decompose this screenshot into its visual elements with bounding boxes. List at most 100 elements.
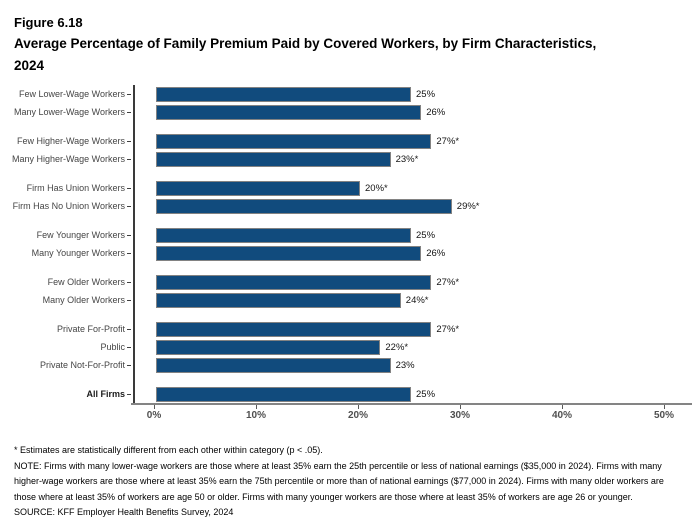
chart-row: Public 22%* — [0, 338, 698, 356]
category-label: Public — [100, 342, 125, 352]
bar-group: Few Lower-Wage Workers 25% Many Lower-Wage… — [0, 85, 698, 121]
bar-region: 22%* — [156, 339, 698, 355]
x-axis-tick — [460, 405, 461, 409]
category-label: Many Lower-Wage Workers — [13, 107, 125, 117]
x-axis-tick — [358, 405, 359, 409]
category-label: Firm Has No Union Workers — [12, 201, 125, 211]
value-label: 24%* — [405, 294, 429, 306]
bar-region: 24%* — [156, 292, 698, 308]
value-label: 27%* — [436, 323, 460, 335]
bar-group: Private For-Profit 27%* Public 22%* Private … — [0, 320, 698, 374]
x-axis-tick-label: 50% — [653, 410, 674, 421]
bar-region: 25% — [156, 227, 698, 243]
bar-region: 25% — [156, 86, 698, 102]
bar — [156, 357, 391, 373]
category-label: Many Younger Workers — [31, 248, 125, 258]
category-tick — [127, 364, 131, 366]
x-axis-line — [131, 403, 692, 405]
category-tick — [127, 187, 131, 189]
bar-group: Few Younger Workers 25% Many Younger Worke… — [0, 226, 698, 262]
bar-group: All Firms 25% — [0, 385, 698, 403]
bar-region: 27%* — [156, 274, 698, 290]
bar-region: 26% — [156, 245, 698, 261]
x-axis-tick-label: 30% — [449, 410, 470, 421]
category-tick — [127, 328, 131, 330]
bar-group: Few Older Workers 27%* Many Older Workers 2… — [0, 273, 698, 309]
note-text: NOTE: Firms with many lower-wage workers… — [14, 460, 664, 502]
value-label: 23%* — [395, 153, 419, 165]
value-label: 25% — [416, 88, 436, 100]
chart-row: Many Higher-Wage Workers 23%* — [0, 150, 698, 168]
bar-groups: Few Lower-Wage Workers 25% Many Lower-Wage… — [0, 85, 698, 403]
category-tick — [127, 346, 131, 348]
value-label: 25% — [416, 229, 436, 241]
x-axis-tick-label: 0% — [146, 410, 162, 421]
plot-area: Few Lower-Wage Workers 25% Many Lower-Wage… — [0, 85, 698, 425]
category-label: Private Not-For-Profit — [39, 360, 125, 370]
category-label: Firm Has Union Workers — [26, 183, 125, 193]
category-tick — [127, 234, 131, 236]
bar-region: 26% — [156, 104, 698, 120]
category-tick — [127, 252, 131, 254]
category-label: Private For-Profit — [56, 324, 125, 334]
category-label: Few Younger Workers — [36, 230, 125, 240]
category-label: Many Older Workers — [42, 295, 125, 305]
bar — [156, 180, 360, 196]
bar-region: 27%* — [156, 321, 698, 337]
bar-region: 23%* — [156, 151, 698, 167]
asterisk-note: * Estimates are statistically different … — [14, 445, 323, 455]
bar — [156, 227, 411, 243]
source-text: SOURCE: KFF Employer Health Benefits Sur… — [14, 507, 234, 517]
x-axis-tick — [664, 405, 665, 409]
bar — [156, 104, 422, 120]
chart-row: Firm Has Union Workers 20%* — [0, 179, 698, 197]
bar — [156, 151, 391, 167]
chart-row: Few Lower-Wage Workers 25% — [0, 85, 698, 103]
value-label: 29%* — [456, 200, 480, 212]
bar — [156, 198, 452, 214]
category-tick — [127, 111, 131, 113]
bar-region: 23% — [156, 357, 698, 373]
bar-chart: Few Lower-Wage Workers 25% Many Lower-Wage… — [0, 85, 698, 425]
bar-region: 29%* — [156, 198, 698, 214]
x-axis-tick — [256, 405, 257, 409]
figure-label: Figure 6.18 — [14, 15, 83, 30]
chart-row: Many Older Workers 24%* — [0, 291, 698, 309]
chart-title-line2: 2024 — [14, 57, 45, 73]
chart-row: All Firms 25% — [0, 385, 698, 403]
x-axis-tick — [562, 405, 563, 409]
value-label: 23% — [395, 359, 415, 371]
bar — [156, 321, 432, 337]
category-label: Few Lower-Wage Workers — [18, 89, 125, 99]
value-label: 27%* — [436, 276, 460, 288]
category-tick — [127, 299, 131, 301]
category-label: Few Older Workers — [47, 277, 125, 287]
chart-row: Private For-Profit 27%* — [0, 320, 698, 338]
bar — [156, 245, 422, 261]
value-label: 26% — [426, 106, 446, 118]
bar — [156, 386, 411, 402]
category-tick — [127, 93, 131, 95]
chart-title-line1: Average Percentage of Family Premium Pai… — [14, 36, 597, 51]
category-tick — [127, 393, 131, 395]
bar-region: 20%* — [156, 180, 698, 196]
bar — [156, 133, 432, 149]
bar — [156, 292, 401, 308]
bar-group: Firm Has Union Workers 20%* Firm Has No Un… — [0, 179, 698, 215]
category-tick — [127, 205, 131, 207]
chart-row: Many Younger Workers 26% — [0, 244, 698, 262]
bar-region: 25% — [156, 386, 698, 402]
bar — [156, 339, 381, 355]
chart-row: Many Lower-Wage Workers 26% — [0, 103, 698, 121]
category-tick — [127, 140, 131, 142]
bar-region: 27%* — [156, 133, 698, 149]
value-label: 27%* — [436, 135, 460, 147]
chart-row: Few Younger Workers 25% — [0, 226, 698, 244]
x-axis: 0% 10% 20% 30% 40% 50% — [131, 403, 692, 425]
footnotes: * Estimates are statistically different … — [0, 425, 698, 521]
category-label: Many Higher-Wage Workers — [11, 154, 125, 164]
bar-group: Few Higher-Wage Workers 27%* Many Higher-W… — [0, 132, 698, 168]
x-axis-tick-label: 40% — [551, 410, 572, 421]
value-label: 20%* — [365, 182, 388, 194]
